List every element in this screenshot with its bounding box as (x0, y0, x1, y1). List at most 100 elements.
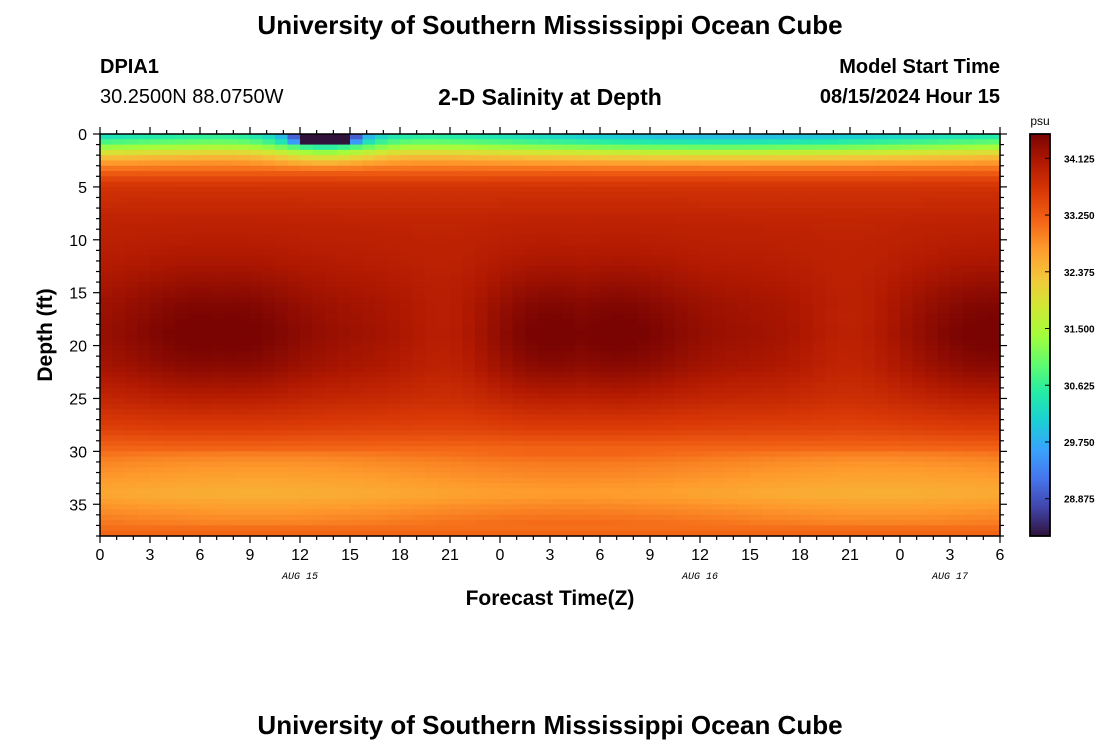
heatmap-cell (300, 361, 314, 368)
heatmap-cell (862, 202, 876, 209)
heatmap-cell (687, 134, 701, 140)
heatmap-cell (925, 483, 939, 489)
heatmap-cell (437, 308, 451, 315)
heatmap-cell (987, 409, 1001, 415)
heatmap-cell (300, 409, 314, 415)
heatmap-cell (412, 144, 426, 151)
heatmap-cell (450, 414, 464, 421)
heatmap-cell (950, 377, 964, 384)
heatmap-cell (512, 477, 526, 484)
heatmap-cell (812, 139, 826, 146)
heatmap-cell (887, 313, 901, 320)
heatmap-cell (712, 303, 726, 310)
heatmap-cell (400, 276, 414, 283)
heatmap-cell (662, 319, 676, 326)
heatmap-cell (412, 303, 426, 310)
heatmap-cell (637, 446, 651, 452)
heatmap-cell (775, 424, 789, 431)
heatmap-cell (287, 160, 301, 167)
heatmap-cell (525, 271, 539, 278)
heatmap-cell (587, 186, 601, 193)
heatmap-cell (662, 213, 676, 220)
heatmap-cell (975, 319, 989, 326)
heatmap-cell (400, 313, 414, 320)
heatmap-cell (862, 149, 876, 156)
heatmap-cell (550, 430, 564, 437)
heatmap-cell (537, 287, 551, 294)
heatmap-cell (525, 467, 539, 474)
heatmap-cell (450, 266, 464, 273)
heatmap-cell (187, 171, 201, 177)
heatmap-cell (512, 155, 526, 162)
heatmap-cell (987, 255, 1001, 262)
heatmap-cell (412, 414, 426, 421)
heatmap-cell (450, 213, 464, 220)
heatmap-cell (137, 498, 151, 505)
heatmap-cell (600, 382, 614, 389)
heatmap-cell (262, 218, 276, 225)
heatmap-cell (987, 245, 1001, 251)
heatmap-cell (512, 292, 526, 299)
heatmap-cell (537, 456, 551, 463)
heatmap-cell (825, 213, 839, 220)
heatmap-cell (337, 361, 351, 368)
heatmap-cell (987, 213, 1001, 220)
heatmap-cell (537, 446, 551, 452)
heatmap-cell (650, 229, 664, 236)
heatmap-cell (350, 335, 364, 341)
heatmap-cell (350, 361, 364, 368)
heatmap-cell (625, 239, 639, 246)
heatmap-cell (325, 213, 339, 220)
heatmap-cell (812, 409, 826, 415)
heatmap-cell (875, 387, 889, 394)
heatmap-cell (537, 192, 551, 199)
heatmap-cell (100, 308, 114, 315)
heatmap-cell (275, 446, 289, 452)
heatmap-cell (412, 435, 426, 442)
heatmap-cell (375, 414, 389, 421)
heatmap-cell (362, 419, 376, 426)
heatmap-cell (462, 435, 476, 442)
heatmap-cell (362, 393, 376, 400)
heatmap-cell (700, 467, 714, 474)
heatmap-cell (725, 319, 739, 326)
heatmap-cell (575, 171, 589, 177)
heatmap-cell (775, 361, 789, 368)
heatmap-cell (100, 435, 114, 442)
heatmap-cell (387, 229, 401, 236)
heatmap-cell (350, 176, 364, 183)
heatmap-cell (825, 446, 839, 452)
heatmap-cell (712, 245, 726, 251)
heatmap-cell (362, 282, 376, 288)
heatmap-cell (750, 356, 764, 363)
heatmap-cell (750, 430, 764, 437)
heatmap-cell (725, 186, 739, 193)
heatmap-cell (387, 271, 401, 278)
heatmap-cell (450, 456, 464, 463)
heatmap-cell (650, 234, 664, 241)
heatmap-cell (800, 255, 814, 262)
heatmap-cell (337, 149, 351, 156)
heatmap-cell (300, 356, 314, 363)
heatmap-cell (162, 276, 176, 283)
heatmap-cell (100, 430, 114, 437)
heatmap-cell (725, 382, 739, 389)
heatmap-cell (650, 361, 664, 368)
heatmap-cell (887, 483, 901, 489)
heatmap-cell (825, 160, 839, 167)
heatmap-cell (800, 409, 814, 415)
heatmap-cell (425, 372, 439, 378)
heatmap-cell (937, 366, 951, 373)
heatmap-cell (887, 303, 901, 310)
heatmap-cell (350, 229, 364, 236)
heatmap-cell (525, 260, 539, 267)
heatmap-cell (562, 377, 576, 384)
heatmap-cell (262, 350, 276, 357)
heatmap-cell (987, 160, 1001, 167)
heatmap-cell (775, 245, 789, 251)
heatmap-cell (725, 398, 739, 405)
heatmap-cell (887, 456, 901, 463)
heatmap-cell (825, 313, 839, 320)
heatmap-cell (687, 303, 701, 310)
heatmap-cell (700, 493, 714, 500)
